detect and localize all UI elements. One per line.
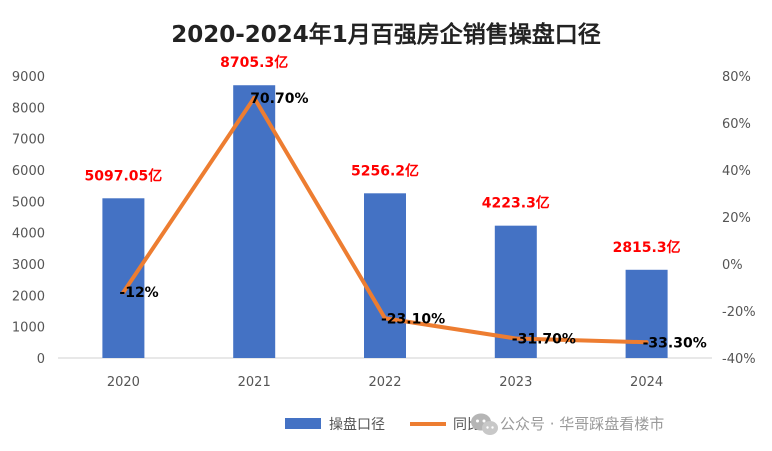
bar: [102, 198, 145, 358]
bar-data-label: 4223.3亿: [482, 195, 550, 212]
x-tick-label: 2020: [107, 375, 140, 390]
line-point: [252, 95, 257, 100]
right-tick-label: 20%: [722, 211, 751, 226]
legend: 操盘口径 同比: [285, 416, 481, 433]
x-tick-label: 2022: [368, 375, 401, 390]
wechat-icon: [471, 413, 498, 435]
left-tick-label: 7000: [12, 133, 45, 148]
watermark-text: 公众号 · 华哥踩盘看楼市: [500, 415, 664, 433]
legend-label-bar: 操盘口径: [329, 416, 385, 433]
line-point: [513, 336, 518, 341]
bar-data-labels: 5097.05亿 8705.3亿 5256.2亿 4223.3亿 2815.3亿: [85, 54, 681, 256]
x-axis: 2020 2021 2022 2023 2024: [107, 375, 663, 390]
line-point: [383, 316, 387, 321]
right-tick-label: 60%: [722, 117, 751, 132]
line-point: [121, 290, 126, 295]
bar: [233, 85, 276, 358]
bar-data-label: 5256.2亿: [351, 162, 419, 179]
bar-data-label: 2815.3亿: [613, 239, 681, 256]
right-axis: -40% -20% 0% 20% 40% 60% 80%: [722, 70, 756, 367]
x-tick-label: 2024: [630, 375, 663, 390]
left-tick-label: 9000: [12, 70, 45, 85]
line-data-label: -33.30%: [643, 335, 707, 351]
left-tick-label: 8000: [12, 101, 45, 116]
line-data-label: -23.10%: [381, 311, 445, 327]
right-tick-label: 40%: [722, 164, 751, 179]
line-point: [644, 340, 649, 345]
right-tick-label: 0%: [722, 258, 743, 273]
bar-data-label: 5097.05亿: [85, 167, 163, 184]
line-data-label: -31.70%: [512, 331, 576, 347]
right-tick-label: -20%: [722, 305, 756, 320]
line-data-labels: -12% 70.70% -23.10% -31.70% -33.30%: [119, 91, 706, 351]
legend-swatch-bar: [285, 418, 321, 429]
line-data-label: 70.70%: [250, 91, 308, 107]
x-tick-label: 2023: [499, 375, 532, 390]
left-tick-label: 3000: [12, 258, 45, 273]
chart-title: 2020-2024年1月百强房企销售操盘口径: [171, 21, 601, 48]
line-series: [121, 95, 649, 345]
x-tick-label: 2021: [238, 375, 271, 390]
left-tick-label: 2000: [12, 289, 45, 304]
left-tick-label: 5000: [12, 195, 45, 210]
left-tick-label: 0: [37, 352, 45, 367]
watermark: 公众号 · 华哥踩盘看楼市: [471, 413, 664, 435]
bar-data-label: 8705.3亿: [220, 54, 288, 71]
line-data-label: -12%: [119, 285, 158, 301]
right-tick-label: 80%: [722, 70, 751, 85]
bar: [364, 193, 406, 358]
left-tick-label: 4000: [12, 227, 45, 242]
left-axis: 0 1000 2000 3000 4000 5000 6000 7000 8000 9000: [12, 70, 45, 367]
left-tick-label: 6000: [12, 164, 45, 179]
left-tick-label: 1000: [12, 321, 45, 336]
right-tick-label: -40%: [722, 352, 756, 367]
